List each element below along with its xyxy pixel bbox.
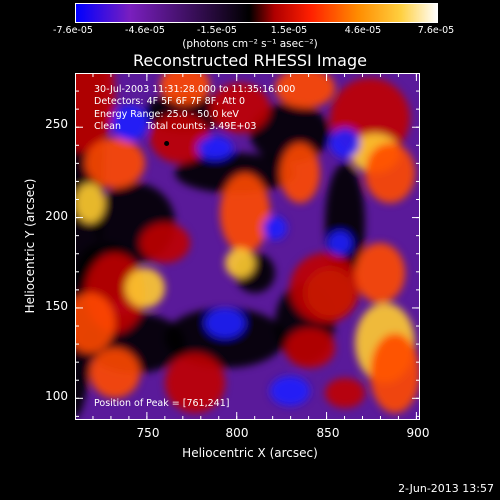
heatmap-blob [160, 73, 210, 105]
y-tick-label: 200 [45, 209, 68, 223]
y-axis-label: Heliocentric Y (arcsec) [23, 178, 37, 314]
heatmap-blob [220, 173, 270, 253]
annotation-clean: Clean [94, 121, 121, 132]
heatmap-blob [75, 73, 115, 153]
x-tick-label: 800 [225, 426, 249, 440]
heatmap-blob [290, 253, 360, 323]
x-tick-label: 750 [136, 426, 160, 440]
heatmap-blob [210, 83, 270, 133]
heatmap-blob [125, 268, 165, 308]
heatmap-blob [75, 183, 105, 223]
heatmap-blob [325, 378, 365, 408]
annotation-energy: Energy Range: 25.0 - 50.0 keV [94, 109, 239, 120]
colorbar-tick: -7.6e-05 [53, 25, 93, 36]
annotation-time: 30-Jul-2003 11:31:28.000 to 11:35:16.000 [94, 84, 296, 95]
annotation-detectors: Detectors: 4F 5F 6F 7F 8F, Att 0 [94, 96, 246, 107]
peak-marker [164, 140, 170, 146]
annotation-peak: Position of Peak = [761,241] [94, 398, 230, 409]
colorbar [75, 3, 438, 23]
chart-title: Reconstructed RHESSI Image [133, 51, 367, 70]
heatmap-blob [270, 376, 310, 406]
y-tick-label: 150 [45, 299, 68, 313]
heatmap-blob [112, 105, 148, 141]
heatmap-blob [330, 128, 360, 158]
colorbar-tick: 4.6e-05 [344, 25, 382, 36]
heatmap-blob [197, 136, 233, 160]
colorbar-tick: -4.6e-05 [125, 25, 165, 36]
axis-ticks [75, 73, 420, 420]
heatmap-blob [370, 333, 420, 413]
heatmap-blob [140, 223, 190, 263]
plot-frame [75, 73, 420, 420]
heatmap-blob [280, 143, 320, 203]
x-tick-label: 900 [406, 426, 430, 440]
heatmap-blob [205, 308, 245, 338]
heatmap-blobs [75, 73, 420, 418]
colorbar-tick: 7.6e-05 [417, 25, 455, 36]
colorbar-tick: 1.5e-05 [270, 25, 308, 36]
heatmap-blob [275, 73, 335, 108]
heatmap-blob [175, 153, 295, 193]
heatmap-blob [85, 138, 145, 188]
heatmap-blob [75, 293, 115, 353]
heatmap-blob [263, 216, 287, 240]
heatmap-blob [150, 113, 210, 163]
y-tick-label: 100 [45, 389, 68, 403]
x-axis-label: Heliocentric X (arcsec) [182, 446, 318, 460]
y-tick-label: 250 [45, 117, 68, 131]
x-tick-label: 850 [316, 426, 340, 440]
heatmap-blob [355, 243, 405, 303]
annotation-counts: Total counts: 3.49E+03 [146, 121, 257, 132]
heatmap-blob [90, 348, 140, 398]
footer-date: 2-Jun-2013 13:57 [398, 482, 494, 495]
heatmap-blob [328, 231, 352, 255]
colorbar-tick: -1.5e-05 [197, 25, 237, 36]
heatmap-blob [225, 248, 255, 278]
colorbar-units: (photons cm⁻² s⁻¹ asec⁻²) [182, 38, 318, 50]
heatmap-plot [75, 73, 420, 420]
heatmap-blob [365, 143, 415, 203]
heatmap-blob [285, 328, 335, 368]
heatmap-blob [165, 353, 225, 413]
